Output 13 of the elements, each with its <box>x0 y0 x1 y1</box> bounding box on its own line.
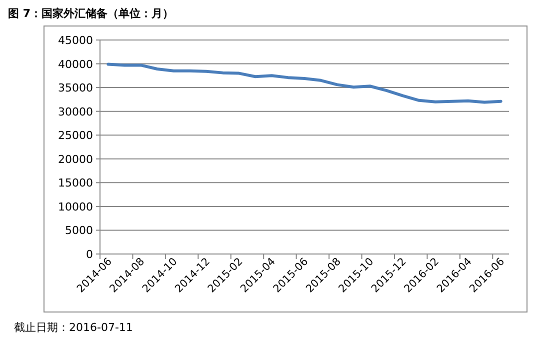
y-tick-label: 0 <box>86 248 93 261</box>
y-tick-label: 15000 <box>58 176 93 190</box>
line-series <box>106 62 502 104</box>
y-tick-label: 40000 <box>58 58 93 71</box>
y-tick-label: 10000 <box>58 200 93 214</box>
y-tick-label: 45000 <box>58 34 93 47</box>
y-tick-label: 35000 <box>58 82 93 95</box>
y-tick-label: 30000 <box>58 105 93 118</box>
y-tick-label: 20000 <box>58 152 93 166</box>
y-tick-label: 5000 <box>65 224 93 238</box>
y-tick-label: 25000 <box>58 129 93 142</box>
text: 截止日期：2016-07-11 <box>14 321 133 334</box>
chart-title: 图 7：国家外汇储备（单位：月） <box>8 7 174 20</box>
